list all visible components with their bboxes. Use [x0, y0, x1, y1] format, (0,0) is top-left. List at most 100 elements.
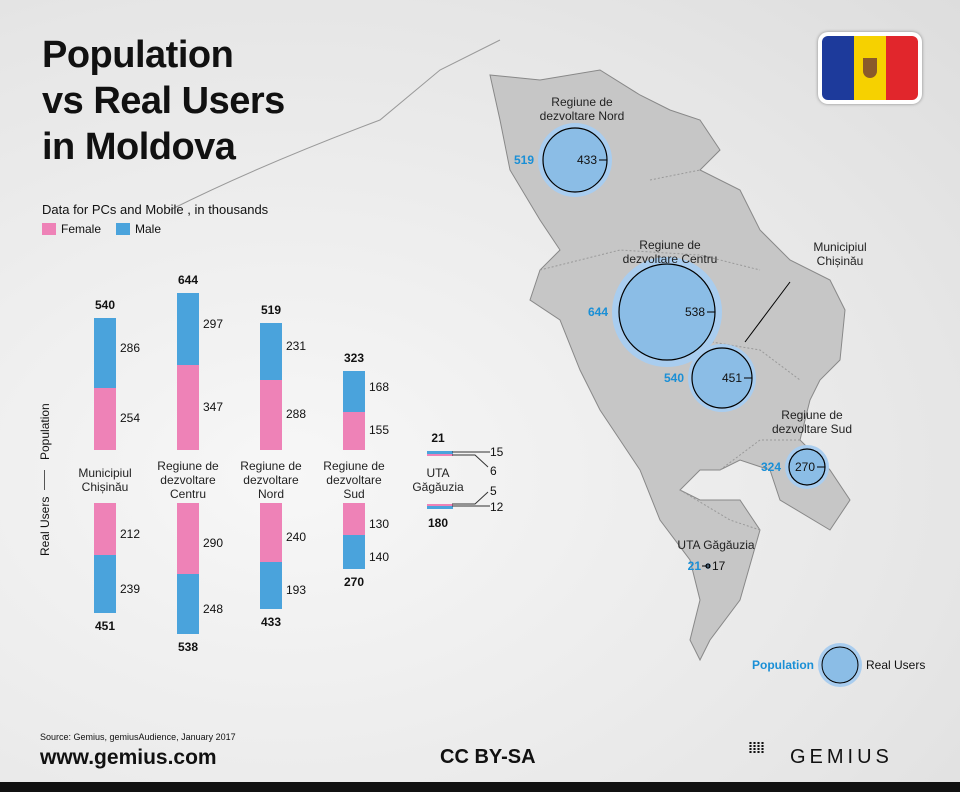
category-label-line: Centru	[169, 487, 207, 501]
footer-bar	[0, 782, 960, 792]
bar-real-users-male	[177, 573, 199, 635]
bar-real-users-female	[260, 503, 282, 562]
region-population-value: 324	[760, 460, 781, 474]
region-population-value: 21	[687, 559, 701, 573]
real-users-female-value: 5	[490, 484, 497, 498]
bar-population-male	[260, 323, 282, 380]
region-name: Municipiul Chișinău	[813, 240, 866, 268]
population-female-value: 288	[286, 406, 307, 421]
category-label-line: dezvoltare	[326, 473, 382, 487]
category-label: UTA Găgăuzia	[412, 466, 463, 494]
bar-real-users-male	[427, 506, 453, 509]
bar-population-female	[343, 412, 365, 450]
population-total: 323	[343, 351, 365, 366]
moldova-flag	[818, 32, 922, 104]
category-label: Regiune de dezvoltare Sud	[323, 459, 384, 501]
region-name-line: dezvoltare Sud	[771, 422, 853, 436]
region-name: Regiune de dezvoltare Nord	[540, 95, 625, 123]
bar-population-male	[427, 451, 453, 454]
real-users-total: 451	[94, 619, 116, 634]
real-users-male-value: 12	[490, 500, 504, 514]
population-side-label: Population	[38, 403, 52, 460]
real-users-female-value: 212	[120, 526, 141, 541]
category-label-line: Găgăuzia	[412, 480, 464, 494]
real-users-female-value: 240	[286, 530, 307, 545]
bar-population-female	[177, 365, 199, 450]
license-text: CC BY-SA	[440, 746, 536, 768]
region-population-value: 519	[513, 153, 534, 167]
legend-male: Male	[116, 222, 161, 236]
legend-population-label: Population	[752, 658, 814, 672]
bar-real-users-male	[94, 554, 116, 614]
bar-real-users-female	[343, 503, 365, 535]
population-male-value: 286	[120, 340, 141, 355]
population-female-value: 347	[203, 399, 224, 414]
region-real-users-value: 538	[685, 305, 706, 319]
gemius-logo-icon: ⁞⁞⁞⁞	[748, 740, 765, 757]
bar-real-users-male	[343, 534, 365, 569]
legend-label: Male	[135, 222, 162, 236]
legend-label: Female	[61, 222, 102, 236]
subtitle: Data for PCs and Mobile , in thousands	[42, 202, 269, 217]
real-users-male-value: 193	[286, 583, 307, 598]
category-label-line: Nord	[257, 487, 285, 501]
real-users-male-value: 248	[203, 602, 224, 617]
real-users-bubble	[542, 127, 608, 193]
region-name-line: Regiune de	[781, 408, 843, 422]
female-swatch	[42, 223, 56, 235]
category-label: Regiune de dezvoltare Nord	[240, 459, 301, 501]
bar-population-male	[343, 371, 365, 413]
region-name-line: Regiune de	[639, 238, 701, 252]
legend-real-users-bubble	[821, 646, 859, 684]
real-users-female-value: 290	[203, 536, 224, 551]
region-name-line: dezvoltare Centru	[622, 252, 718, 266]
male-swatch	[116, 223, 130, 235]
chisinau-pointer	[744, 281, 791, 343]
bar-population-female	[427, 454, 453, 456]
title-line: vs Real Users	[42, 80, 285, 122]
bar-population-male	[177, 292, 199, 366]
real-users-male-value: 140	[369, 549, 390, 564]
population-female-value: 6	[490, 464, 497, 478]
bar-population-female	[260, 379, 282, 450]
title-line: in Moldova	[42, 126, 236, 168]
real-users-total: 538	[177, 640, 199, 655]
bar-population-male	[94, 318, 116, 388]
bar-real-users-female	[94, 503, 116, 555]
population-total: 519	[260, 303, 282, 318]
category-label: Regiune de dezvoltare Centru	[157, 459, 218, 501]
divider	[44, 470, 45, 490]
real-users-side-label: Real Users	[38, 496, 52, 556]
real-users-total: 270	[343, 574, 365, 589]
category-label-line: Chișinău	[81, 480, 129, 494]
region-name: Regiune de dezvoltare Sud	[772, 408, 852, 436]
real-users-male-value: 239	[120, 582, 141, 597]
region-name: UTA Găgăuzia	[677, 538, 754, 552]
website-link[interactable]: www.gemius.com	[40, 746, 217, 769]
population-total: 540	[94, 298, 116, 313]
region-name: Regiune de dezvoltare Centru	[623, 238, 718, 266]
region-real-users-value: 270	[795, 460, 816, 474]
category-label-line: Regiune de	[323, 459, 385, 473]
source-text: Source: Gemius, gemiusAudience, January …	[40, 732, 236, 742]
page-title: Population vs Real Users in Moldova	[42, 32, 285, 170]
real-users-female-value: 130	[369, 516, 390, 531]
population-total: 21	[431, 431, 445, 445]
category-label-line: Regiune de	[157, 459, 219, 473]
region-real-users-value: 451	[722, 371, 743, 385]
bar-real-users-female	[177, 503, 199, 574]
region-population-value: 540	[663, 371, 684, 385]
region-population-value: 644	[587, 305, 608, 319]
real-users-total: 180	[427, 516, 449, 530]
region-name-line: dezvoltare Nord	[539, 109, 625, 123]
category-label-line: dezvoltare	[160, 473, 216, 487]
bar-real-users-female	[427, 504, 453, 506]
population-female-value: 254	[120, 410, 141, 425]
population-male-value: 15	[490, 445, 504, 459]
population-total: 644	[177, 272, 199, 287]
legend-real-users-label: Real Users	[866, 658, 926, 672]
region-name-line: Regiune de	[551, 95, 613, 109]
brand-logo-text: GEMIUS	[790, 746, 893, 768]
category-label-line: Municipiul	[78, 466, 132, 480]
